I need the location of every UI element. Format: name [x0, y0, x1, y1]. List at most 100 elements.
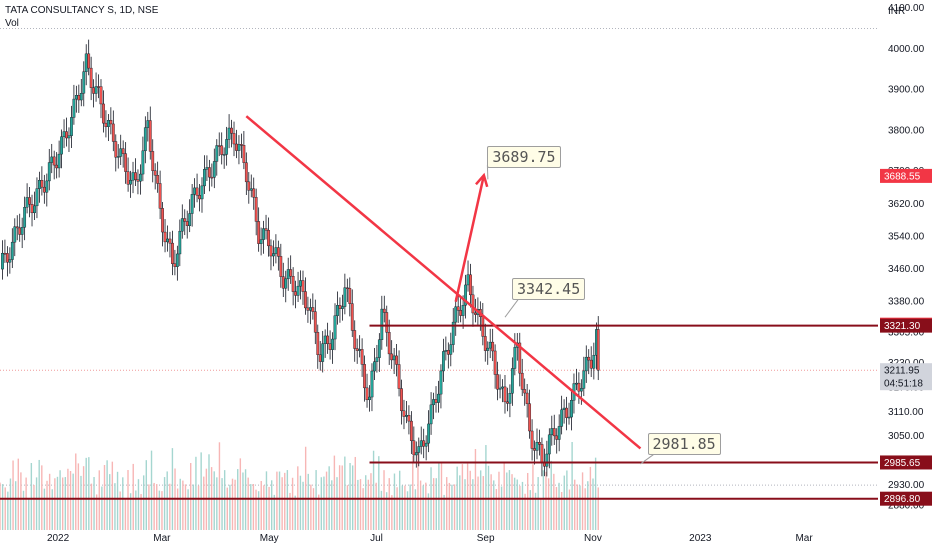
volume-bar — [278, 471, 281, 530]
candle-body — [74, 95, 78, 100]
volume-bar — [404, 485, 406, 530]
volume-bar — [161, 491, 163, 530]
volume-bar — [537, 477, 539, 530]
volume-bar — [398, 470, 401, 530]
candle-body — [474, 312, 477, 315]
y-tick-label: 3460.00 — [888, 264, 925, 275]
candle-body — [185, 221, 189, 226]
volume-bar — [137, 479, 140, 530]
volume-bar — [315, 470, 317, 530]
volume-bar — [498, 471, 500, 530]
candle-body — [498, 387, 502, 390]
volume-bar — [190, 463, 192, 530]
volume-bar — [385, 492, 388, 530]
candle-body — [493, 350, 497, 375]
volume-bar — [38, 459, 40, 530]
volume-bar — [459, 475, 461, 530]
volume-bar — [208, 454, 210, 530]
candle-body — [20, 227, 24, 235]
volume-bar — [75, 453, 77, 530]
volume-bar — [101, 486, 103, 530]
volume-bar — [594, 457, 597, 530]
candle-body — [279, 256, 283, 277]
volume-bar — [93, 477, 95, 530]
volume-bar — [85, 457, 87, 530]
price-tag — [880, 168, 932, 183]
candle-body — [341, 306, 344, 309]
symbol-title[interactable]: TATA CONSULTANCY S, 1D, NSE — [5, 5, 159, 16]
volume-bar — [344, 456, 346, 530]
x-tick-label: Mar — [153, 533, 171, 544]
candle-body — [272, 253, 275, 257]
volume-bar — [234, 479, 236, 530]
price-callout[interactable]: 3342.45 — [512, 278, 586, 301]
candle-body — [363, 364, 366, 389]
volume-bar — [17, 458, 19, 530]
candle-body — [60, 136, 63, 155]
volume-bar — [127, 470, 129, 530]
candle-body — [412, 440, 416, 456]
price-callout[interactable]: 3689.75 — [487, 145, 561, 168]
volume-bar — [542, 470, 545, 530]
candle-body — [550, 428, 554, 436]
candle-body — [262, 228, 265, 240]
volume-bar — [362, 488, 364, 530]
volume-bar — [98, 470, 100, 530]
candle-body — [565, 407, 568, 418]
volume-bar — [132, 463, 134, 530]
volume-bar — [35, 477, 38, 530]
volume-bar — [336, 477, 338, 530]
price-tag-label: 3688.55 — [884, 171, 921, 182]
candle-body — [353, 330, 357, 349]
volume-bar — [550, 460, 552, 530]
currency-label: INR — [888, 6, 905, 17]
price-tag-label: 3211.95 — [884, 366, 920, 377]
volume-bar — [490, 474, 492, 530]
volume-bar — [247, 477, 249, 530]
volume-bar — [33, 484, 35, 530]
countdown-label: 04:51:18 — [884, 379, 923, 390]
volume-bar — [474, 449, 477, 530]
candle-body — [5, 253, 9, 263]
candle-body — [409, 420, 413, 441]
candle-body — [373, 361, 376, 372]
candle-body — [156, 175, 160, 184]
candle-body — [533, 448, 536, 451]
candle-body — [377, 339, 381, 358]
volume-bar — [414, 489, 417, 530]
candle-body — [249, 188, 253, 191]
volume-bar — [263, 485, 265, 530]
candle-body — [508, 393, 512, 404]
volume-bar — [59, 470, 61, 530]
candle-body — [198, 195, 201, 200]
volume-bar — [153, 482, 155, 530]
volume-bar — [412, 456, 414, 530]
callout-pointer — [504, 299, 519, 318]
candle-body — [380, 308, 384, 340]
projection-arrow — [454, 175, 486, 302]
volume-bar — [289, 492, 291, 530]
price-tag-label: 2985.65 — [884, 458, 921, 469]
volume-label: Vol — [5, 18, 19, 29]
candle-body — [84, 53, 88, 72]
candle-body — [121, 148, 125, 154]
volume-bar — [179, 478, 181, 530]
y-tick-label: 3110.00 — [888, 407, 924, 418]
candle-body — [424, 442, 428, 447]
candle-body — [535, 442, 539, 451]
price-tag — [880, 455, 932, 470]
volume-bar — [469, 470, 471, 530]
volume-bar — [365, 475, 367, 530]
volume-bar — [346, 485, 349, 530]
price-callout[interactable]: 2981.85 — [647, 433, 721, 456]
volume-bar — [200, 452, 202, 530]
volume-bar — [252, 484, 255, 530]
volume-bar — [54, 478, 56, 530]
volume-bar — [114, 483, 116, 530]
candle-body — [252, 188, 256, 198]
volume-bar — [46, 480, 48, 530]
volume-bar — [129, 493, 132, 530]
candle-body — [584, 356, 588, 372]
volume-bar — [171, 448, 174, 530]
